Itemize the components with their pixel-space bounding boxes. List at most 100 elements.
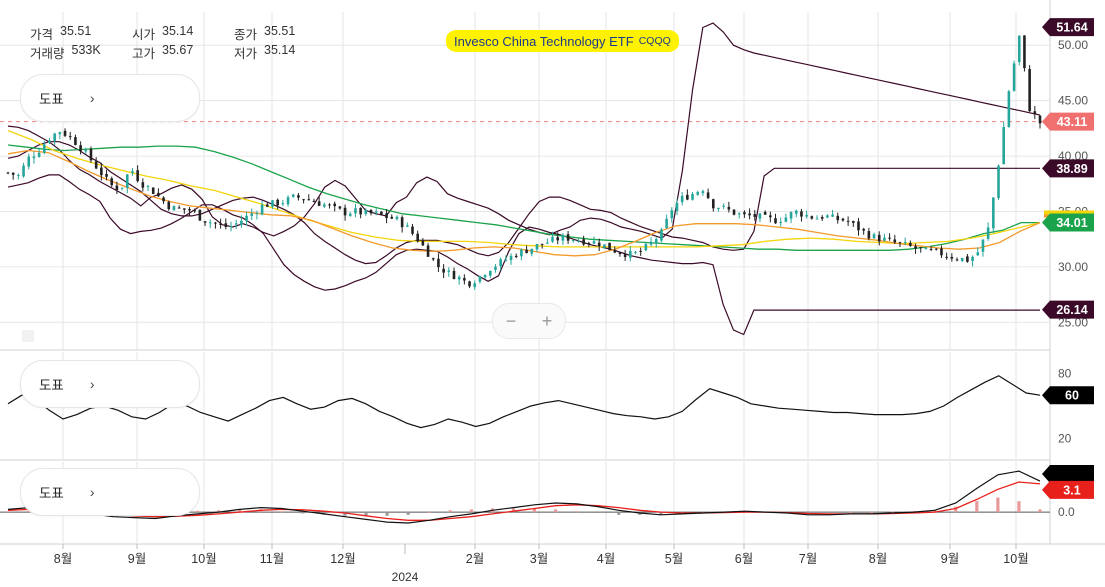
candle-body — [177, 207, 181, 209]
candle-body — [815, 218, 819, 220]
candle-body — [623, 253, 627, 258]
zoom-in-button[interactable]: + — [541, 310, 553, 331]
candle-body — [774, 218, 777, 224]
candle-body — [483, 275, 487, 278]
chevron-right-icon: › — [89, 90, 95, 106]
candle-body — [224, 223, 228, 227]
chart-button-label: 도표 — [39, 486, 64, 501]
candle-body — [909, 242, 912, 246]
oscillator-panel-chart-button[interactable]: 도표 › — [20, 360, 200, 408]
candle-body — [162, 197, 165, 202]
candle-body — [219, 223, 222, 225]
series-line-ma-green — [7, 144, 1040, 251]
candle-body — [577, 240, 580, 242]
price-plot[interactable] — [0, 22, 1050, 336]
series-line-bb-upper — [7, 22, 1041, 239]
candle-body — [639, 250, 642, 252]
candle-body — [234, 223, 238, 225]
candle-body — [452, 270, 456, 280]
candle-body — [820, 217, 824, 219]
candle-body — [525, 249, 528, 254]
close-value: 35.51 — [264, 24, 296, 38]
candle-body — [374, 211, 378, 213]
macd-histogram-bar — [617, 512, 621, 515]
candle-body — [79, 145, 82, 151]
price-badge: 38.89 — [1042, 159, 1094, 178]
low-label: 저가 — [234, 47, 258, 61]
macd-histogram-bar — [343, 512, 347, 516]
candle-body — [380, 211, 383, 215]
macd-histogram-bar — [996, 497, 1000, 513]
candle-body — [592, 241, 596, 244]
candle-body — [940, 248, 943, 256]
candle-body — [343, 207, 347, 216]
candle-body — [691, 194, 694, 200]
candle-body — [784, 217, 788, 222]
x-tick-label: 11월 — [260, 552, 284, 566]
zoom-out-button[interactable]: − — [505, 310, 517, 331]
candle-body — [540, 243, 544, 245]
candle-body — [120, 187, 124, 189]
price-badge-text: 38.89 — [1056, 162, 1087, 176]
candle-body — [701, 191, 705, 194]
candle-body — [431, 258, 435, 260]
candle-body — [950, 256, 954, 259]
price-panel-chart-button[interactable]: 도표 › — [20, 74, 200, 122]
candle-body — [603, 244, 606, 248]
candle-body — [862, 228, 865, 231]
fund-ticker: CQQQ — [638, 35, 671, 47]
candle-body — [110, 178, 114, 186]
zoom-control[interactable]: − + — [492, 303, 566, 339]
candle-body — [297, 195, 300, 198]
y-tick-label: 50.00 — [1058, 38, 1088, 52]
macd-histogram-bar — [469, 509, 473, 513]
candle-body — [556, 237, 560, 241]
macd-histogram-bar — [6, 511, 10, 513]
signal-badge-shape — [1042, 480, 1094, 499]
candle-body — [354, 208, 357, 214]
signal-badge: 3.1 — [1042, 480, 1094, 499]
price-value: 35.51 — [60, 24, 92, 38]
candle-body — [971, 256, 974, 262]
candle-body — [867, 231, 871, 239]
low-value: 35.14 — [264, 43, 296, 57]
macd-histogram-bar — [659, 512, 663, 515]
candle-body — [509, 255, 513, 261]
candle-body — [898, 242, 902, 244]
candle-body — [836, 215, 840, 221]
candle-body — [271, 200, 274, 207]
candle-body — [32, 156, 36, 159]
candle-body — [53, 133, 56, 141]
candle-body — [447, 270, 451, 272]
candle-body — [597, 242, 601, 247]
candle-body — [323, 204, 326, 207]
candle-body — [618, 252, 622, 255]
candle-body — [245, 215, 248, 222]
chevron-right-icon: › — [89, 484, 95, 500]
candle-body — [805, 214, 808, 217]
macd-histogram-bar — [301, 512, 305, 514]
price-badge: 26.14 — [1042, 300, 1094, 319]
price-badge-shape — [1042, 159, 1094, 178]
candle-body — [841, 218, 845, 221]
candle-body — [654, 238, 658, 243]
macd-histogram-bar — [532, 508, 537, 513]
candle-body — [494, 266, 497, 270]
x-tick-label: 2024 — [392, 570, 419, 584]
open-value: 35.14 — [162, 24, 194, 38]
candle-body — [400, 217, 404, 228]
macd-histogram-bar — [1017, 501, 1021, 513]
macd-histogram-bar — [975, 501, 979, 513]
candle-body — [981, 239, 985, 252]
candle-body — [722, 205, 725, 207]
candle-body — [369, 209, 373, 214]
macd-panel-chart-button[interactable]: 도표 › — [20, 468, 200, 516]
candle-body — [463, 278, 466, 281]
candle-body — [769, 215, 772, 218]
macd-histogram-bar — [933, 510, 937, 513]
price-badge-shape — [1042, 300, 1094, 319]
candle-body — [255, 213, 259, 215]
macd-histogram-bar — [954, 506, 958, 513]
macd-histogram-bar — [1038, 509, 1042, 513]
